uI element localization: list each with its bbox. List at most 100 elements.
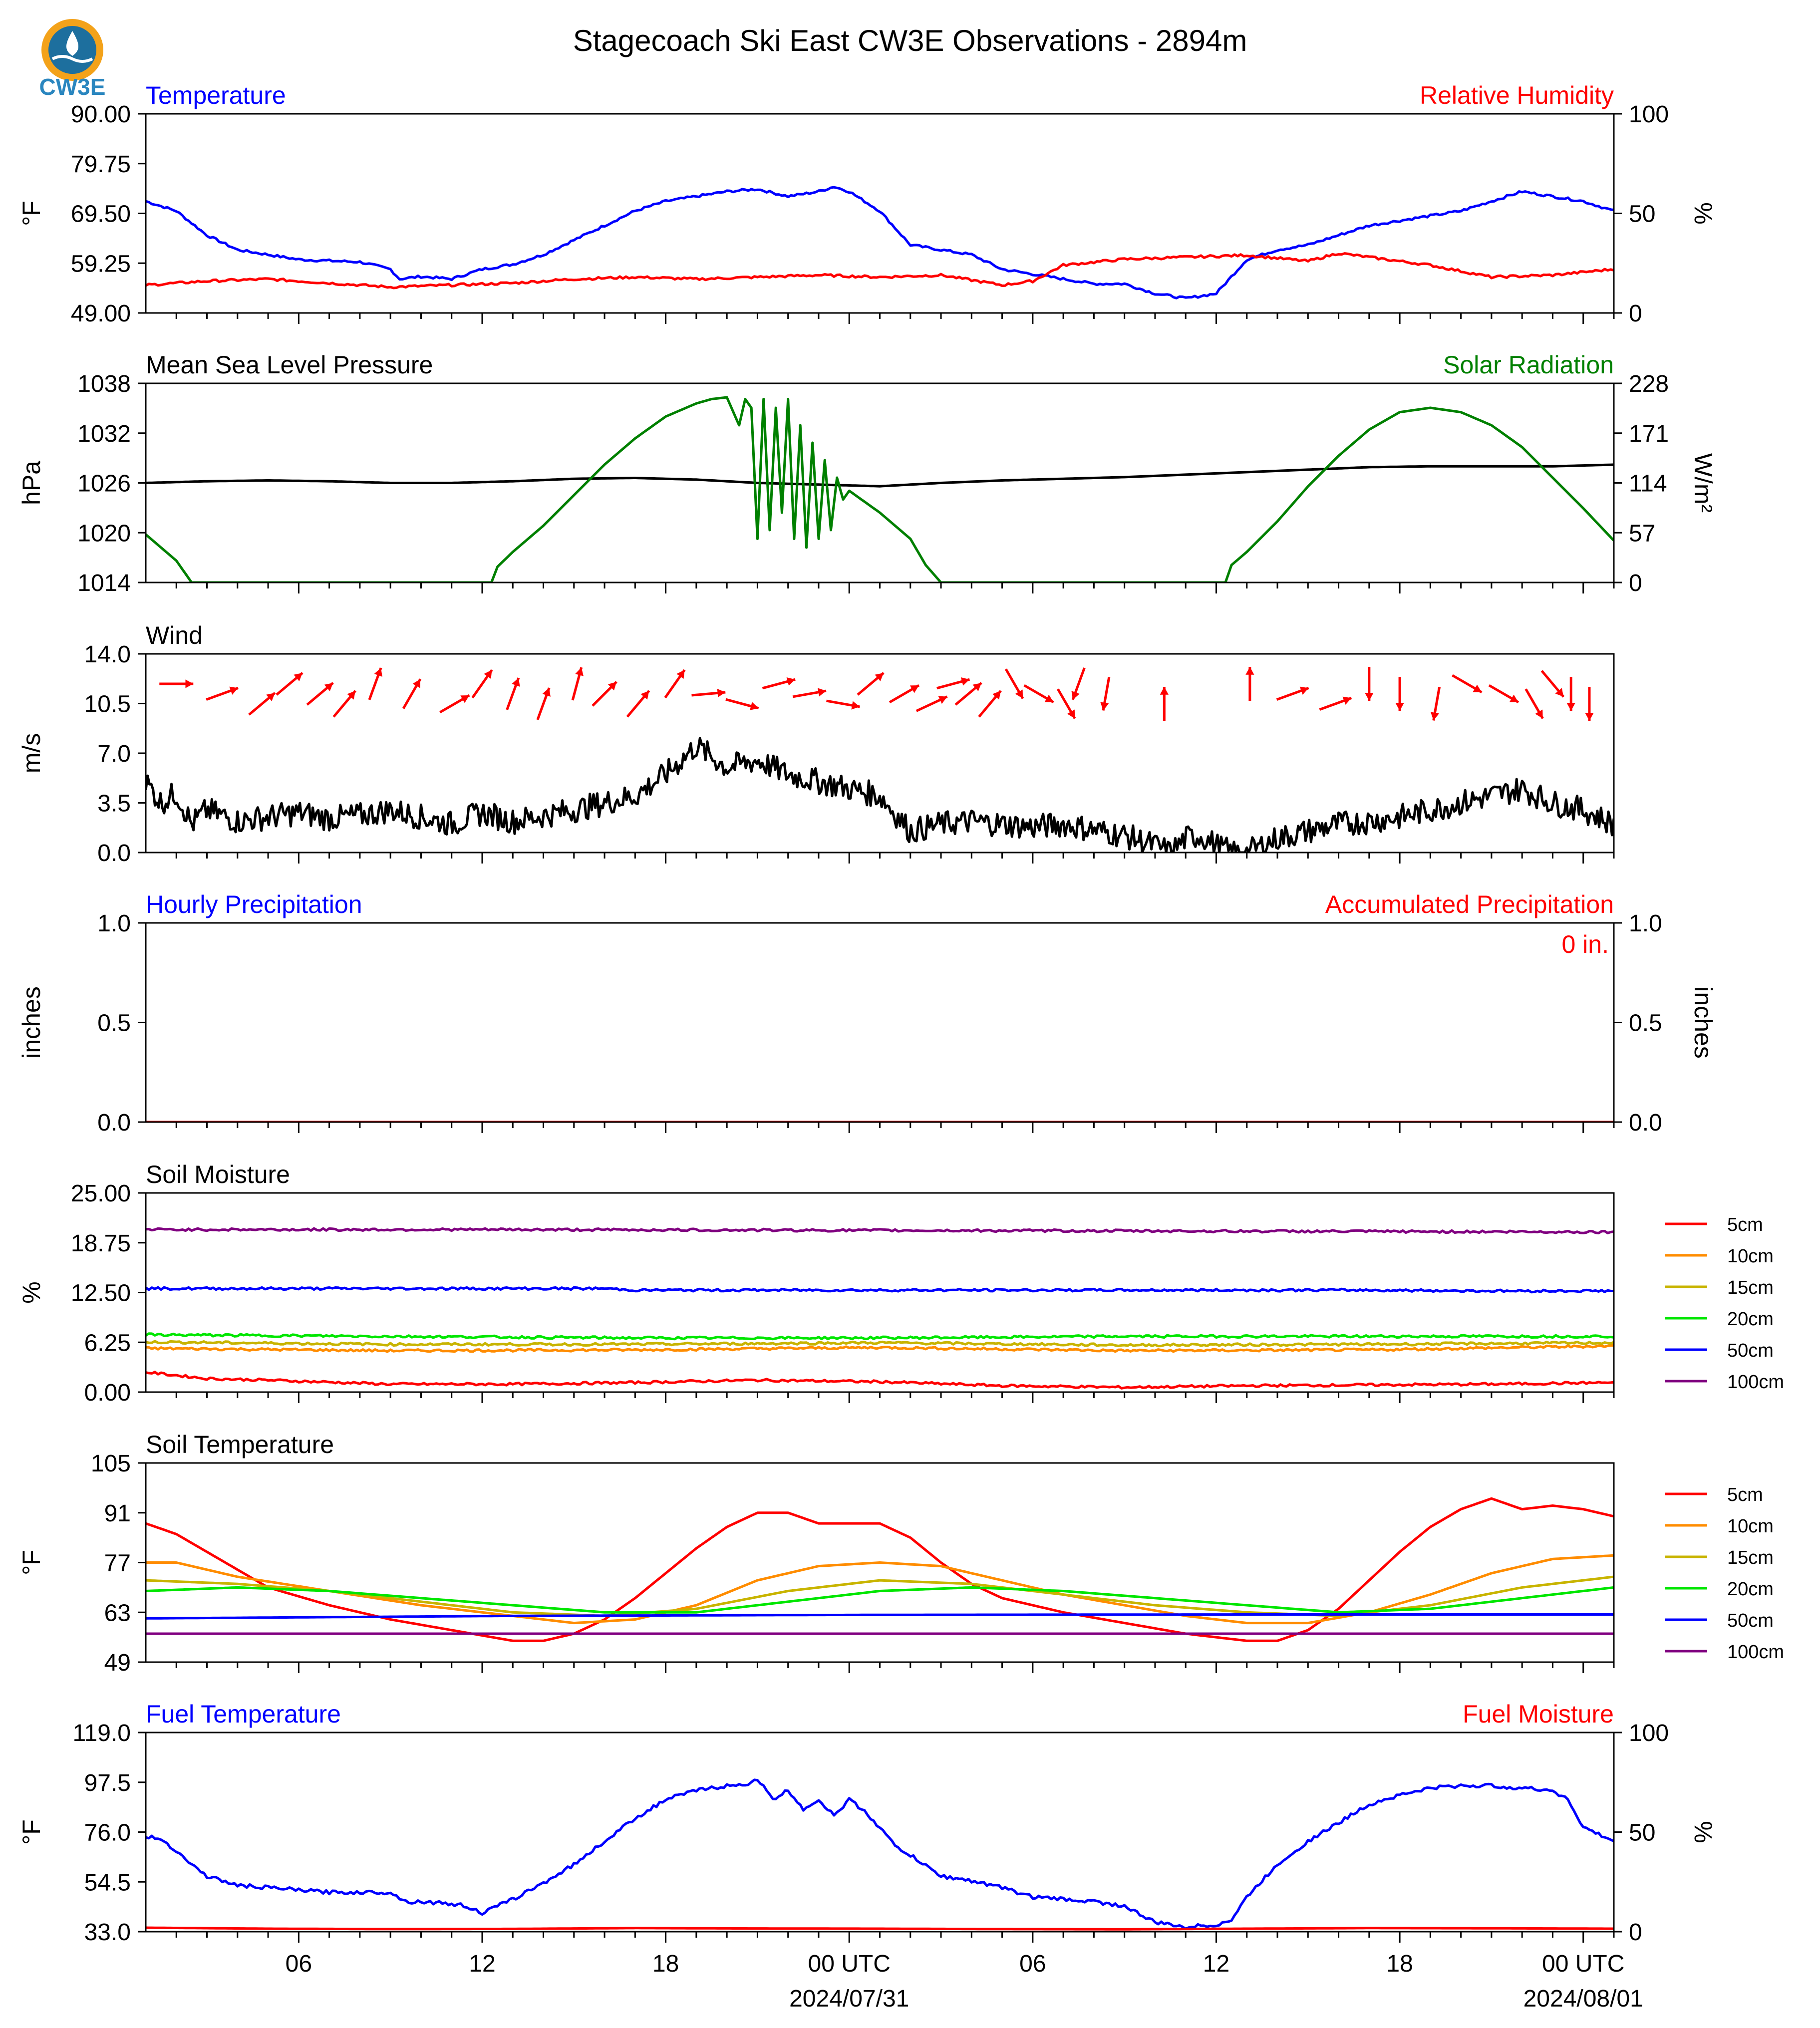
wind-arrow-head (1365, 693, 1374, 701)
series-line (146, 463, 1614, 488)
panel-title-right: Relative Humidity (1420, 81, 1614, 109)
series-group (146, 1497, 1614, 1642)
y-tick-label-right: 50 (1629, 1820, 1655, 1846)
y-tick-label-left: 79.75 (71, 151, 131, 178)
legend-label: 10cm (1727, 1516, 1774, 1537)
y-tick-label-left: 105 (91, 1450, 131, 1477)
y-tick-label-left: 90.00 (71, 101, 131, 128)
panel-title-right: Solar Radiation (1443, 351, 1614, 379)
y-tick-label-left: 63 (104, 1600, 131, 1626)
panel-title-left: Fuel Temperature (146, 1700, 341, 1728)
legend-label: 100cm (1727, 1642, 1784, 1663)
panel-wind: Wind 0.0 3.5 7.0 10.5 14.0 m/s (17, 621, 1615, 867)
series-line (146, 186, 1614, 299)
wind-arrow-head (992, 690, 1001, 700)
series-line (146, 1926, 1614, 1931)
panel-soil-temperature: Soil Temperature 49 63 77 91 105 °F 5cm 10cm 15cm… (17, 1431, 1784, 1676)
x-tick-label: 00 UTC (808, 1951, 891, 1977)
wind-arrow-head (575, 667, 584, 676)
panel-title-right: Accumulated Precipitation (1325, 890, 1614, 918)
panel-title-left: Wind (146, 621, 203, 649)
y-axis-label-right: W/m² (1689, 453, 1717, 513)
wind-arrow-head (460, 695, 470, 703)
x-date-label: 2024/07/31 (789, 1986, 909, 2012)
figure-title: Stagecoach Ski East CW3E Observations - … (573, 24, 1247, 57)
y-tick-label-right: 114 (1629, 471, 1667, 497)
wind-arrow-head (484, 670, 492, 679)
series-line (146, 1613, 1614, 1620)
wind-arrow-head (1245, 667, 1254, 675)
wind-arrow-head (750, 702, 759, 711)
series-line (146, 1332, 1614, 1341)
wind-arrow-head (1044, 694, 1054, 702)
wind-arrow-head (229, 686, 239, 695)
wind-arrow-head (1585, 713, 1594, 721)
logo-wave-icon (51, 55, 93, 63)
y-tick-label-right: 1.0 (1629, 910, 1662, 937)
y-tick-label-left: 1038 (77, 371, 131, 397)
x-date-label: 2024/08/01 (1523, 1986, 1643, 2012)
panel-title-left: Soil Moisture (146, 1160, 290, 1188)
wind-arrow-head (607, 681, 617, 691)
y-tick-label-left: 1.0 (97, 910, 131, 937)
legend-label: 50cm (1727, 1610, 1774, 1631)
y-tick-label-left: 0.00 (84, 1380, 131, 1406)
y-axis-label-left: °F (17, 201, 45, 226)
y-tick-label-left: 49 (104, 1650, 131, 1676)
logo-drop-icon (66, 31, 79, 56)
y-tick-label-left: 119.0 (72, 1720, 131, 1746)
y-axis-label-right: inches (1689, 986, 1717, 1059)
y-tick-label-left: 91 (104, 1500, 131, 1527)
x-axis-labels: 06 12 18 00 UTC 06 12 18 00 UTC 2024/07/31 2024/0… (286, 1951, 1643, 2012)
y-tick-label-left: 0.0 (97, 840, 131, 867)
legend-label: 20cm (1727, 1309, 1774, 1330)
series-line (146, 737, 1614, 853)
y-tick-label-right: 0 (1629, 570, 1642, 596)
y-tick-label-left: 0.5 (97, 1010, 131, 1037)
y-tick-label-left: 6.25 (84, 1330, 131, 1356)
panels: Temperature Relative Humidity 49.00 59.25 69… (17, 81, 1784, 1946)
series-line (146, 1497, 1614, 1642)
wind-arrow-head (1067, 709, 1075, 719)
y-tick-label-left: 77 (104, 1550, 131, 1577)
legend-label: 15cm (1727, 1547, 1774, 1568)
y-tick-label-right: 0.5 (1629, 1010, 1662, 1037)
panel-frame (145, 922, 1615, 1123)
x-tick-label: 18 (1386, 1951, 1413, 1977)
series-line (146, 396, 1614, 582)
wind-arrow-head (542, 688, 551, 697)
y-tick-label-left: 54.5 (84, 1869, 131, 1896)
wind-arrow-head (374, 668, 382, 677)
y-tick-label-left: 14.0 (84, 641, 131, 668)
legend-label: 15cm (1727, 1277, 1774, 1298)
y-tick-label-left: 69.50 (71, 201, 131, 228)
wind-arrow-head (1071, 691, 1080, 700)
wind-arrow-head (1555, 688, 1564, 697)
legend-label: 20cm (1727, 1579, 1774, 1600)
panel-mean-sea-level-pressure: Mean Sea Level Pressure Solar Radiation 10… (17, 351, 1717, 596)
wind-arrow-head (786, 677, 796, 686)
y-tick-label-left: 1014 (77, 570, 131, 596)
wind-arrow-head (412, 679, 421, 688)
series-group (146, 186, 1614, 299)
x-tick-label: 12 (1203, 1951, 1229, 1977)
wind-arrow-head (1473, 684, 1482, 692)
series-line (146, 1778, 1614, 1930)
y-tick-label-right: 50 (1629, 201, 1655, 228)
wind-arrow-head (1160, 687, 1169, 695)
wind-arrow-head (1342, 696, 1352, 705)
y-tick-label-left: 18.75 (71, 1230, 131, 1257)
legend-label: 100cm (1727, 1372, 1784, 1393)
y-axis-label-left: % (17, 1281, 45, 1303)
panel-frame (145, 382, 1615, 583)
panel-frame (145, 653, 1615, 854)
series-group (146, 1778, 1614, 1931)
y-tick-label-left: 97.5 (84, 1770, 131, 1796)
y-tick-label-left: 10.5 (84, 691, 131, 718)
x-tick-label: 06 (1019, 1951, 1046, 1977)
panel-frame (145, 1192, 1615, 1393)
legend-label: 10cm (1727, 1246, 1774, 1267)
y-tick-label-right: 57 (1629, 520, 1655, 547)
wind-arrow-head (324, 683, 333, 691)
